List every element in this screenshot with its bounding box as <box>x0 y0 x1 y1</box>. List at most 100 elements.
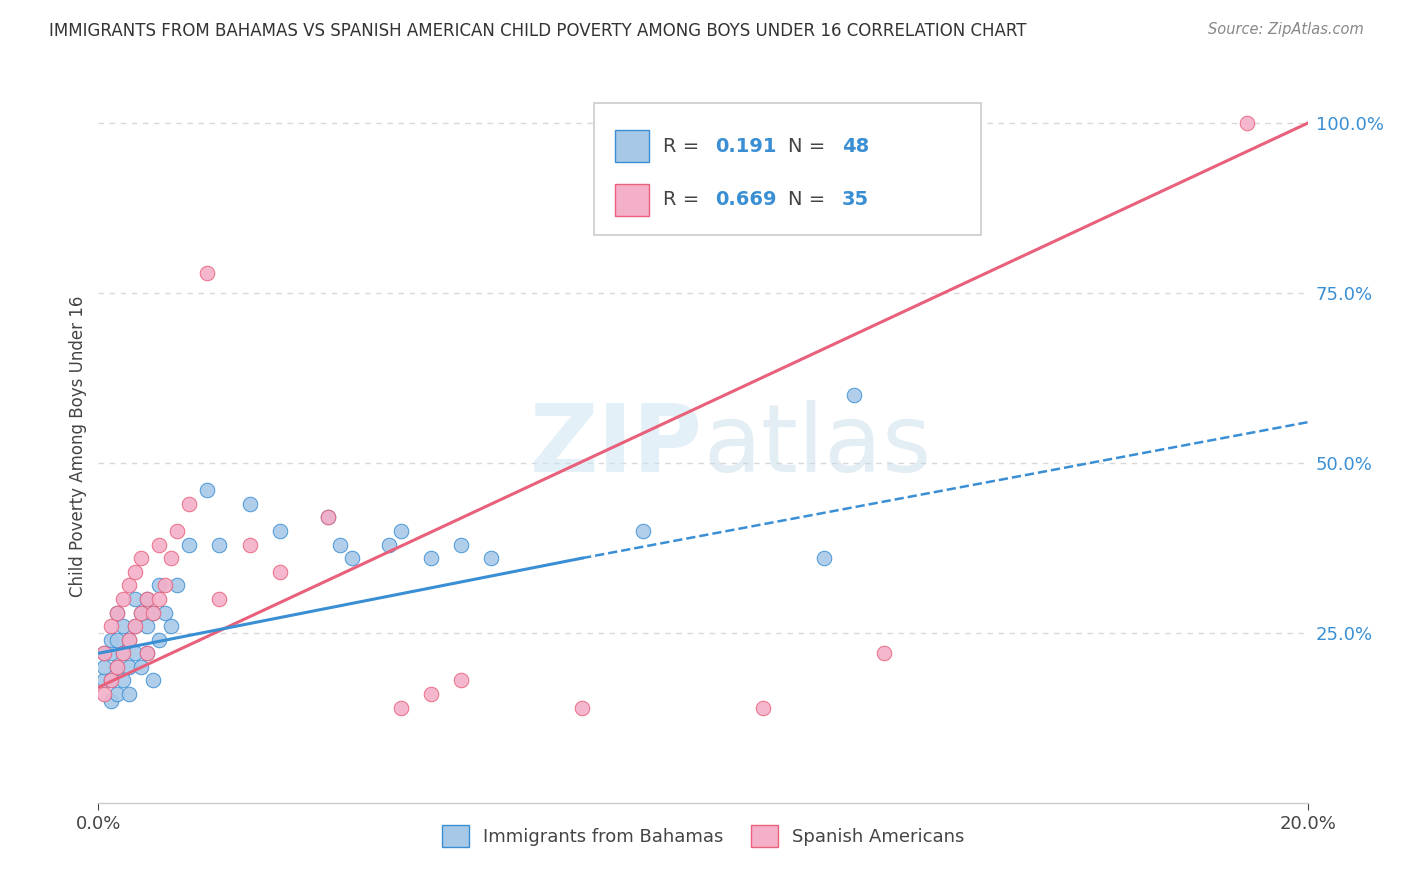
Point <box>450 673 472 688</box>
Point <box>148 578 170 592</box>
FancyBboxPatch shape <box>595 103 981 235</box>
Point <box>118 632 141 647</box>
Text: IMMIGRANTS FROM BAHAMAS VS SPANISH AMERICAN CHILD POVERTY AMONG BOYS UNDER 16 CO: IMMIGRANTS FROM BAHAMAS VS SPANISH AMERI… <box>49 22 1026 40</box>
Point <box>124 565 146 579</box>
Point <box>135 619 157 633</box>
Point <box>124 619 146 633</box>
Point <box>111 646 134 660</box>
Point <box>420 551 443 566</box>
Point <box>111 646 134 660</box>
Point <box>389 700 412 714</box>
Point <box>93 646 115 660</box>
Point <box>100 694 122 708</box>
Text: R =: R = <box>664 190 706 210</box>
Point <box>160 619 183 633</box>
Point <box>124 646 146 660</box>
Point <box>118 632 141 647</box>
Point <box>105 632 128 647</box>
Point <box>111 591 134 606</box>
Point <box>105 660 128 674</box>
Text: 48: 48 <box>842 136 869 156</box>
Point <box>239 537 262 551</box>
Point <box>135 591 157 606</box>
Legend: Immigrants from Bahamas, Spanish Americans: Immigrants from Bahamas, Spanish America… <box>434 818 972 855</box>
Point <box>377 537 399 551</box>
Point <box>153 606 176 620</box>
Text: R =: R = <box>664 136 706 156</box>
Point <box>105 606 128 620</box>
Point <box>118 578 141 592</box>
Point <box>105 687 128 701</box>
Point <box>100 632 122 647</box>
Text: 0.191: 0.191 <box>716 136 776 156</box>
Point <box>208 537 231 551</box>
Point <box>148 537 170 551</box>
Point <box>450 537 472 551</box>
Point <box>129 606 152 620</box>
Point <box>142 673 165 688</box>
Point <box>100 619 122 633</box>
Point <box>153 578 176 592</box>
Point <box>142 606 165 620</box>
Point <box>1236 116 1258 130</box>
Point <box>93 646 115 660</box>
Bar <box>614 184 648 216</box>
Point <box>844 388 866 402</box>
Point <box>100 673 122 688</box>
Point <box>269 565 291 579</box>
Text: N =: N = <box>787 190 831 210</box>
Point <box>179 497 201 511</box>
Point <box>195 483 218 498</box>
Text: 35: 35 <box>842 190 869 210</box>
Point <box>93 660 115 674</box>
Point <box>208 591 231 606</box>
Text: ZIP: ZIP <box>530 400 703 492</box>
Point <box>135 591 157 606</box>
Point <box>329 537 352 551</box>
Point <box>124 591 146 606</box>
Point <box>481 551 503 566</box>
Point <box>129 551 152 566</box>
Point <box>118 660 141 674</box>
Bar <box>614 130 648 162</box>
Point <box>179 537 201 551</box>
Point <box>166 524 188 538</box>
Point <box>316 510 339 524</box>
Point <box>148 591 170 606</box>
Text: atlas: atlas <box>703 400 931 492</box>
Point <box>239 497 262 511</box>
Point <box>420 687 443 701</box>
Point <box>752 700 775 714</box>
Point <box>135 646 157 660</box>
Text: Source: ZipAtlas.com: Source: ZipAtlas.com <box>1208 22 1364 37</box>
Point <box>129 606 152 620</box>
Point <box>111 673 134 688</box>
Point <box>571 700 593 714</box>
Point <box>93 687 115 701</box>
Point <box>142 606 165 620</box>
Y-axis label: Child Poverty Among Boys Under 16: Child Poverty Among Boys Under 16 <box>69 295 87 597</box>
Point <box>100 673 122 688</box>
Point <box>105 606 128 620</box>
Text: 0.669: 0.669 <box>716 190 776 210</box>
Point <box>813 551 835 566</box>
Point <box>135 646 157 660</box>
Point <box>105 660 128 674</box>
Point <box>124 619 146 633</box>
Point <box>100 646 122 660</box>
Text: N =: N = <box>787 136 831 156</box>
Point <box>389 524 412 538</box>
Point <box>118 687 141 701</box>
Point <box>111 619 134 633</box>
Point <box>631 524 654 538</box>
Point <box>269 524 291 538</box>
Point <box>160 551 183 566</box>
Point <box>93 673 115 688</box>
Point <box>148 632 170 647</box>
Point <box>129 660 152 674</box>
Point <box>873 646 896 660</box>
Point <box>195 266 218 280</box>
Point <box>166 578 188 592</box>
Point <box>316 510 339 524</box>
Point <box>342 551 364 566</box>
